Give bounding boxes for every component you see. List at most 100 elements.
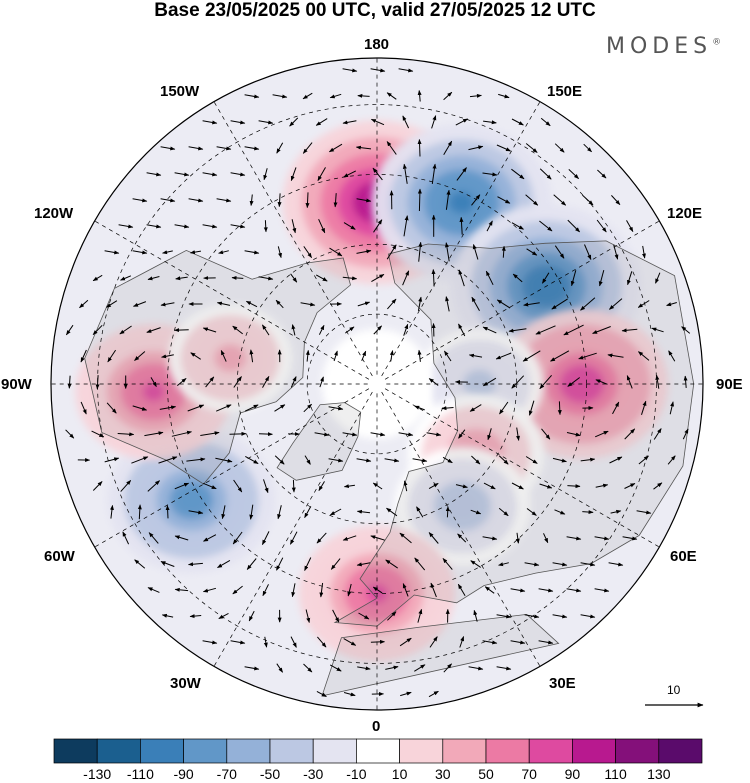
wind-arrow — [582, 194, 594, 206]
wind-arrow — [414, 405, 425, 411]
wind-arrow — [626, 220, 634, 233]
wind-arrow — [469, 93, 482, 98]
wind-arrow — [217, 559, 231, 569]
wind-arrow — [274, 455, 285, 465]
wind-arrow — [186, 457, 206, 462]
wind-arrow — [580, 614, 596, 619]
lon-label-0: 0 — [372, 718, 381, 735]
wind-arrow — [277, 246, 282, 259]
wind-arrow — [418, 241, 423, 262]
wind-arrow — [148, 532, 159, 544]
wind-arrow — [598, 269, 605, 287]
wind-arrow — [105, 300, 118, 308]
wind-arrow — [302, 142, 313, 154]
wind-arrow — [305, 349, 310, 362]
wind-arrow — [230, 640, 246, 645]
wind-arrow — [345, 326, 355, 334]
wind-arrow — [551, 298, 568, 310]
colorbar-swatch — [658, 738, 703, 764]
wind-arrow — [200, 431, 220, 436]
wind-arrow — [202, 640, 218, 645]
wind-arrow — [188, 198, 204, 203]
wind-arrow — [563, 324, 584, 336]
wind-arrow — [80, 349, 87, 363]
colorbar-tick-label: 130 — [647, 766, 671, 782]
lon-label-150e: 150E — [547, 83, 583, 100]
wind-arrow — [230, 224, 246, 229]
wind-arrow — [384, 458, 400, 463]
lon-label-150w: 150W — [160, 83, 200, 100]
wind-arrow — [215, 457, 233, 463]
wind-arrow — [539, 220, 553, 232]
wind-arrow — [291, 583, 296, 598]
wind-arrow — [147, 480, 160, 492]
wind-arrow — [370, 68, 386, 73]
wind-arrow — [161, 613, 174, 618]
wind-arrow — [315, 274, 328, 282]
wind-arrow — [291, 219, 297, 234]
wind-arrow — [472, 244, 479, 260]
wind-arrow — [609, 456, 623, 464]
wind-arrow — [216, 146, 232, 151]
colorbar-swatch — [485, 738, 530, 764]
wind-arrow — [372, 586, 383, 594]
wind-arrow — [131, 456, 149, 464]
colorbar-tick-label: -130 — [83, 766, 112, 782]
brand-text: MODES — [606, 34, 713, 59]
wind-arrow — [276, 663, 284, 673]
wind-arrow — [669, 401, 675, 415]
wind-arrow — [233, 479, 243, 493]
wind-arrow — [389, 350, 394, 362]
wind-arrow — [229, 431, 247, 436]
wind-arrow — [147, 276, 160, 281]
wind-arrow — [511, 222, 524, 230]
wind-vectors — [65, 68, 691, 698]
anomaly-shading — [75, 120, 669, 662]
wind-arrow — [263, 636, 268, 648]
colorbar-swatch — [96, 738, 141, 764]
colorbar — [53, 738, 703, 764]
wind-arrow — [426, 432, 442, 437]
wind-arrow — [357, 301, 371, 307]
wind-arrow — [584, 244, 592, 260]
wind-arrow — [92, 481, 103, 491]
colorbar-swatch — [312, 738, 357, 764]
wind-arrow — [187, 404, 205, 412]
wind-arrow — [567, 219, 580, 233]
wind-arrow — [248, 610, 255, 622]
wind-arrow — [160, 198, 176, 203]
wind-arrow — [540, 117, 551, 127]
wind-arrow — [471, 455, 481, 465]
wind-arrow — [249, 504, 254, 520]
wind-arrow — [370, 432, 386, 437]
wind-arrow — [535, 325, 556, 335]
anomaly-negative — [394, 446, 531, 566]
wind-arrow — [386, 141, 397, 155]
wind-arrow — [174, 172, 190, 177]
wind-arrow — [402, 270, 410, 286]
wind-arrow — [176, 378, 187, 386]
wind-arrow — [289, 531, 298, 545]
map-boundary — [50, 57, 704, 711]
wind-arrow — [328, 406, 344, 411]
wind-arrow — [329, 247, 343, 257]
wind-arrow — [567, 484, 581, 489]
wind-arrow — [428, 482, 439, 490]
wind-arrow — [189, 614, 202, 619]
wind-arrow — [431, 269, 436, 287]
lon-label-30e: 30E — [549, 675, 576, 692]
wind-arrow — [165, 505, 170, 519]
wind-arrow — [570, 270, 577, 287]
wind-arrow — [65, 429, 75, 439]
wind-arrow — [541, 272, 550, 284]
wind-arrow — [683, 375, 688, 388]
wind-arrow — [120, 275, 132, 281]
wind-arrow — [276, 142, 284, 154]
wind-arrow — [431, 115, 437, 129]
wind-arrow — [343, 692, 356, 697]
wind-arrow — [230, 172, 246, 177]
wind-arrow — [566, 432, 581, 437]
wind-arrow — [330, 558, 341, 570]
wind-arrow — [626, 375, 633, 389]
